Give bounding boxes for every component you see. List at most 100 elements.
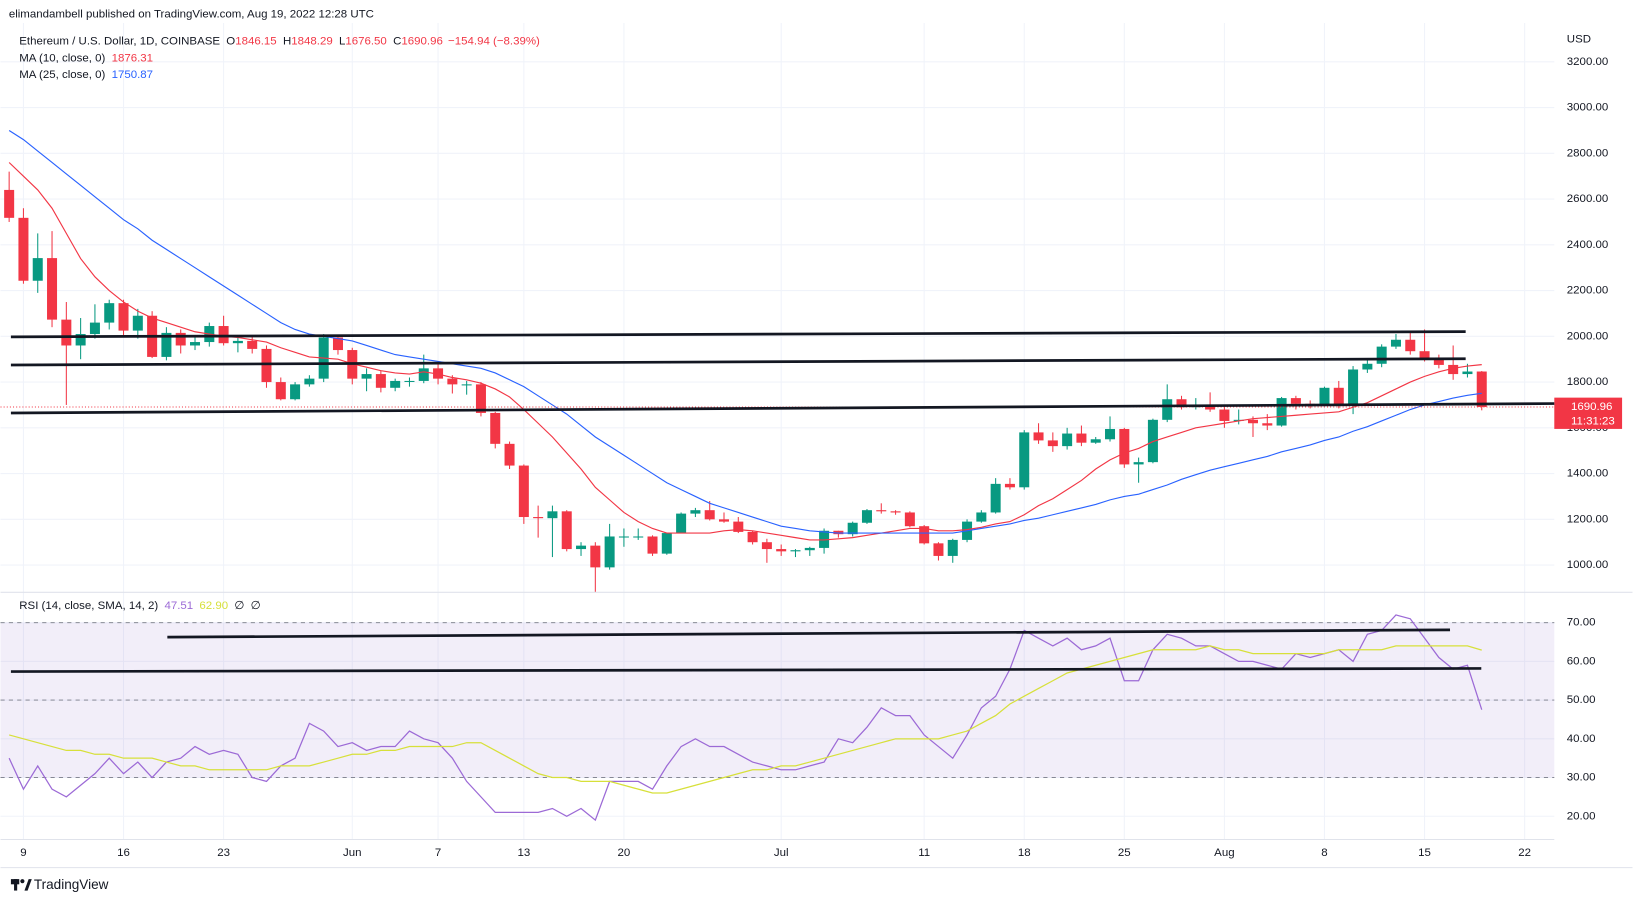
candle-body: [1105, 428, 1116, 440]
plot-area: 9 16 23 Jun 7 13 20 Jul 11 18 25 Aug 8 15 22 1000.00 120…: [0, 22, 1623, 859]
candle-body: [861, 510, 872, 523]
candle-body: [447, 378, 458, 385]
candle-body: [919, 526, 930, 544]
indicator-value: 1750.87: [112, 69, 153, 81]
candle-body: [747, 531, 758, 543]
x-tick-label: 16: [117, 847, 130, 859]
candle-body: [1448, 364, 1459, 375]
candle-body: [1433, 358, 1444, 365]
indicator-name: MA (25, close, 0): [19, 69, 105, 81]
candle-body: [1462, 371, 1473, 375]
y-tick-label: 30.00: [1567, 772, 1596, 784]
candle-body: [4, 189, 15, 218]
candle-body: [404, 380, 415, 382]
y-tick-label: 2200.00: [1567, 285, 1608, 297]
last-price-tag: [1554, 397, 1623, 429]
trend-line: [10, 330, 1466, 339]
indicator-extra: ∅: [251, 600, 261, 612]
candle-body: [733, 521, 744, 532]
countdown-label: 11:31:23: [1571, 416, 1615, 428]
indicator-name: MA (10, close, 0): [19, 52, 105, 64]
last-price-label: 1690.96: [1571, 401, 1612, 413]
candle-body: [618, 536, 629, 538]
y-tick-label: 1400.00: [1567, 468, 1608, 480]
candle-body: [161, 332, 172, 357]
candle-body: [761, 542, 772, 550]
candle-body: [790, 550, 801, 552]
candle-body: [1076, 433, 1087, 443]
x-tick-label: Jul: [774, 847, 789, 859]
candle-body: [1047, 440, 1058, 447]
candle-body: [804, 547, 815, 551]
x-tick-label: Aug: [1214, 847, 1234, 859]
indicator-legend: RSI (14, close, SMA, 14, 2) 47.51 62.90 ∅ ∅: [19, 600, 260, 612]
axis-unit: USD: [1567, 34, 1591, 46]
candle-body: [1247, 419, 1259, 424]
candle-body: [533, 517, 544, 519]
ohlc-prefix: L: [339, 36, 345, 48]
x-tick-label: 7: [435, 847, 441, 859]
indicator-value: 62.90: [199, 600, 228, 612]
logo-shape: [24, 879, 32, 891]
x-tick-label: 20: [618, 847, 631, 859]
candle-body: [1405, 339, 1416, 352]
y-tick-label: 2000.00: [1567, 330, 1608, 342]
candle-body: [47, 258, 58, 320]
candle-body: [218, 326, 229, 344]
candle-body: [32, 258, 43, 281]
candle-body: [104, 303, 115, 323]
y-tick-label: 3200.00: [1567, 56, 1608, 68]
candle-body: [232, 340, 243, 344]
ohlc-value: 1848.29: [291, 36, 332, 48]
candle-body: [547, 511, 558, 519]
candle-body: [1319, 387, 1330, 405]
candle-body: [332, 337, 343, 351]
candle-body: [304, 378, 315, 385]
y-tick-label: 40.00: [1567, 733, 1596, 745]
candle-body: [290, 384, 301, 400]
candle-body: [1219, 409, 1230, 421]
indicator-legend: MA (10, close, 0) 1876.31: [19, 52, 153, 64]
candle-body: [1348, 369, 1359, 405]
candle-body: [475, 384, 486, 413]
x-tick-label: Jun: [343, 847, 362, 859]
candle-body: [504, 443, 515, 466]
candle-body: [690, 510, 701, 514]
candle-body: [904, 512, 915, 527]
moving-average-line: [8, 129, 1482, 534]
x-tick-label: 22: [1518, 847, 1531, 859]
candle-body: [1004, 483, 1015, 488]
candle-body: [518, 465, 529, 518]
candle-body: [976, 512, 987, 522]
candle-body: [390, 380, 401, 388]
candle-body: [590, 545, 601, 568]
candle-body: [75, 334, 86, 346]
x-tick-label: 9: [20, 847, 26, 859]
moving-average-line: [8, 162, 1482, 541]
candle-body: [375, 374, 386, 388]
candle-body: [61, 319, 72, 346]
candle-body: [490, 412, 501, 444]
candle-body: [876, 510, 887, 512]
candle-body: [561, 511, 572, 550]
candle-body: [1162, 399, 1173, 420]
x-tick-label: 8: [1321, 847, 1327, 859]
candle-body: [576, 545, 587, 550]
logo-shape: [20, 879, 25, 884]
indicator-value: 1876.31: [112, 52, 153, 64]
candle-body: [1062, 433, 1073, 447]
y-tick-label: 60.00: [1567, 655, 1596, 667]
candle-body: [1176, 399, 1187, 408]
candle-body: [1019, 432, 1030, 488]
candle-body: [1205, 406, 1216, 410]
candle-body: [847, 522, 858, 535]
symbol-title: Ethereum / U.S. Dollar, 1D, COINBASE: [19, 36, 220, 48]
candle-body: [1033, 432, 1044, 441]
x-tick-label: 15: [1418, 847, 1431, 859]
candle-body: [461, 384, 472, 386]
x-tick-label: 23: [217, 847, 230, 859]
candle-body: [718, 519, 730, 522]
candle-body: [633, 536, 644, 538]
candle-body: [132, 315, 143, 331]
